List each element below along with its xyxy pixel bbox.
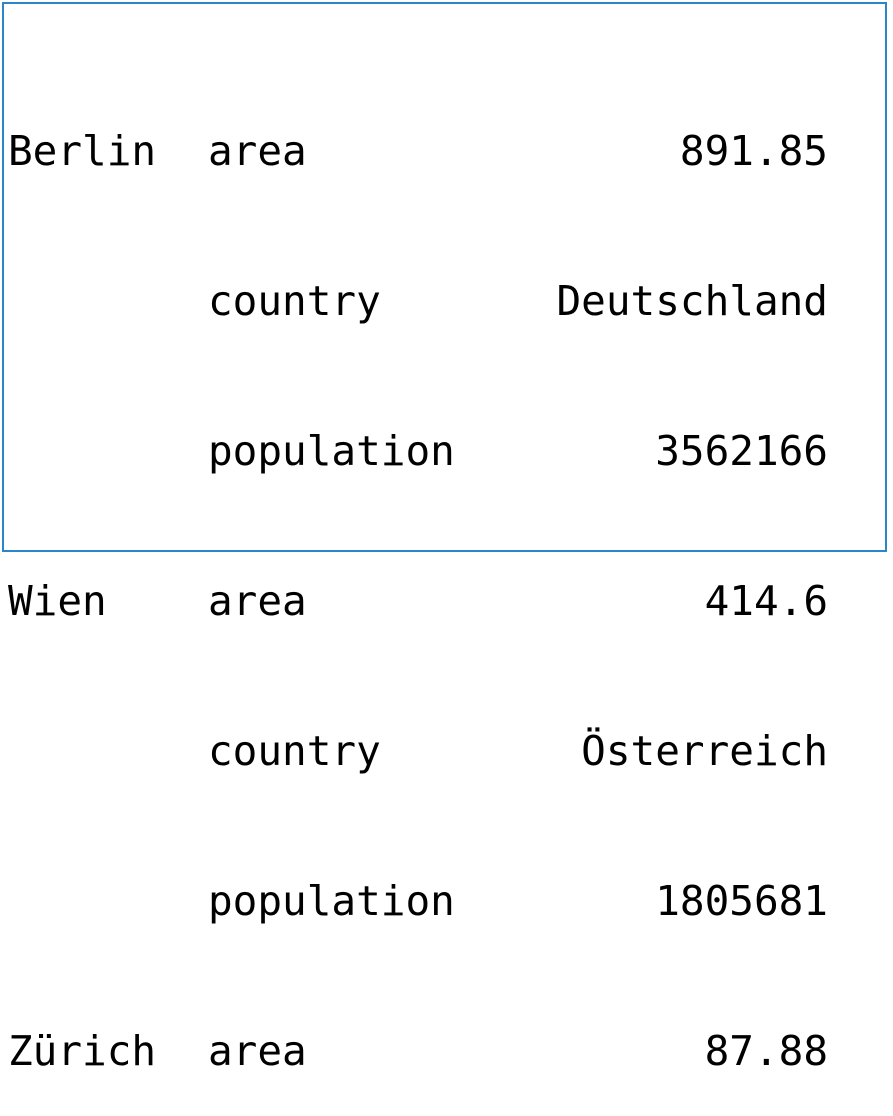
row-value: 3562166 — [655, 427, 828, 475]
row-field-label: area — [208, 1027, 307, 1075]
row-field-label: country — [208, 727, 381, 775]
row-field-label: area — [208, 127, 307, 175]
row-value: 414.6 — [704, 577, 828, 625]
series-row: Zürich area 87.88 — [8, 1026, 848, 1076]
series-row: country Deutschland — [8, 276, 848, 326]
row-value: Deutschland — [556, 277, 828, 325]
row-field-label: population — [208, 427, 455, 475]
row-value: 891.85 — [679, 127, 828, 175]
series-row: population 3562166 — [8, 426, 848, 476]
row-field-label: area — [208, 577, 307, 625]
series-output: Berlin area 891.85 country Deutschland p… — [8, 26, 848, 1116]
row-value: Österreich — [581, 727, 828, 775]
row-value: 87.88 — [704, 1027, 828, 1075]
row-value: 1805681 — [655, 877, 828, 925]
row-city-label: Berlin — [8, 127, 157, 175]
series-row: Berlin area 891.85 — [8, 126, 848, 176]
series-row: Wien area 414.6 — [8, 576, 848, 626]
row-city-label: Zürich — [8, 1027, 157, 1075]
series-row: country Österreich — [8, 726, 848, 776]
series-row: population 1805681 — [8, 876, 848, 926]
output-frame: Berlin area 891.85 country Deutschland p… — [2, 2, 887, 1075]
row-field-label: population — [208, 877, 455, 925]
row-field-label: country — [208, 277, 381, 325]
row-city-label: Wien — [8, 577, 107, 625]
